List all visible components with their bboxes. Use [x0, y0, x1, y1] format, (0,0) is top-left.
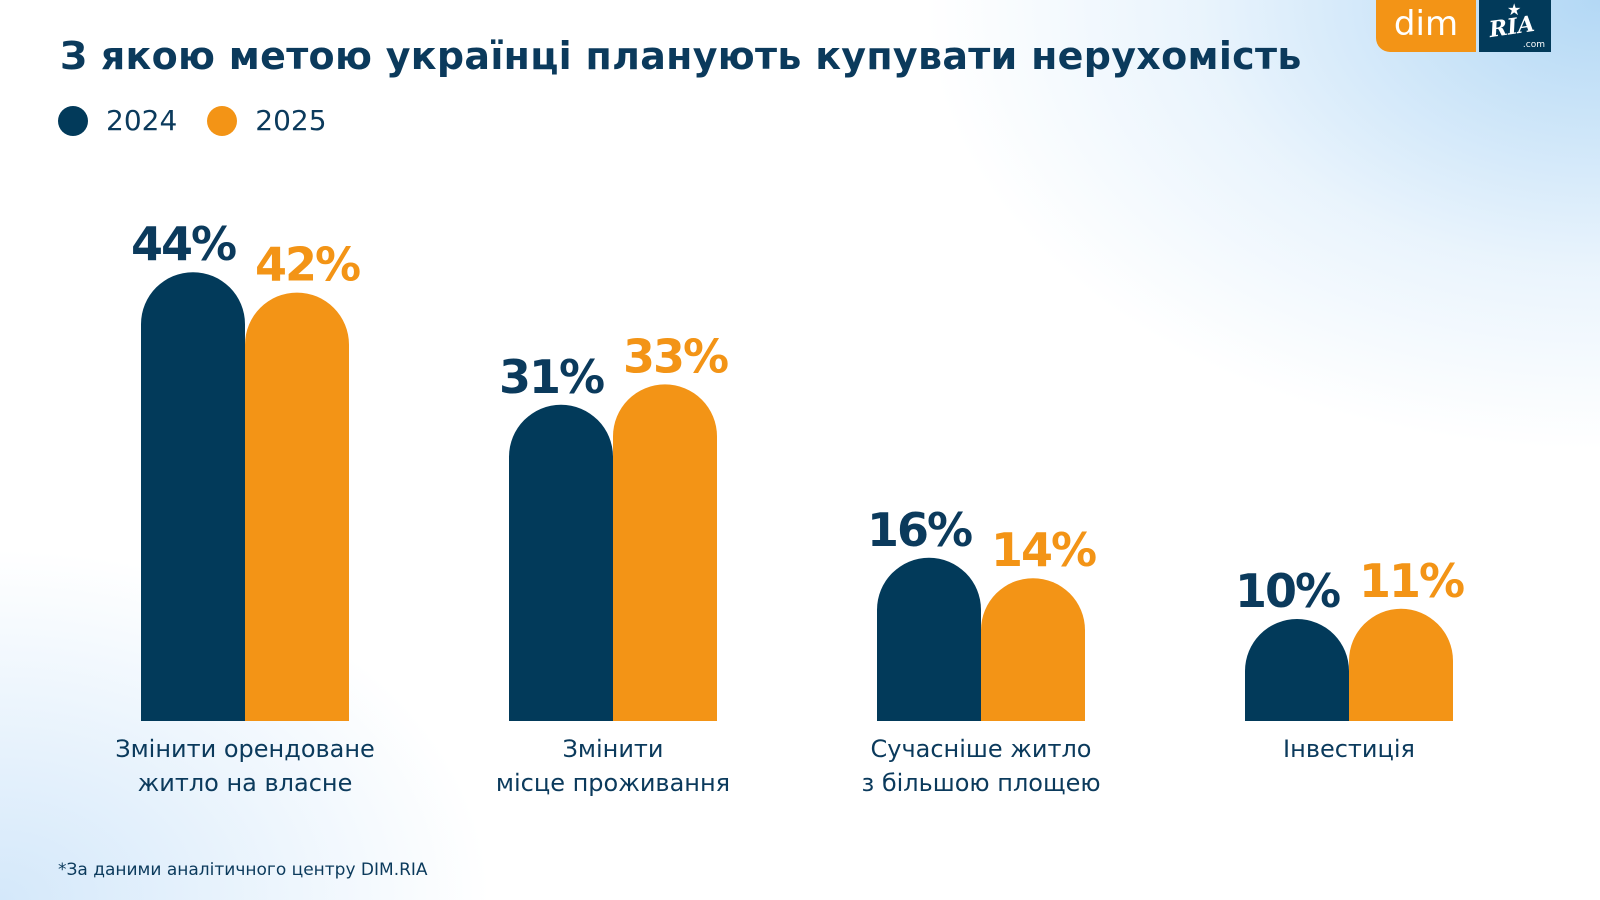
- legend-swatch-2025: [207, 105, 238, 136]
- legend-label-2024: 2024: [106, 104, 178, 137]
- logo-dim: dim: [1376, 0, 1476, 52]
- legend: 2024 2025: [58, 104, 327, 137]
- chart-title: З якою метою українці планують купувати …: [60, 34, 1302, 78]
- bar-2024-1: [509, 404, 613, 721]
- bar-2025-1: [613, 384, 717, 721]
- data-label-2025-2: 14%: [991, 523, 1096, 577]
- data-label-2024-1: 31%: [499, 350, 604, 404]
- bar-2025-0: [245, 292, 349, 721]
- bar-2024-3: [1245, 619, 1349, 721]
- data-label-2024-2: 16%: [867, 503, 972, 557]
- category-label-2-1: з більшою площею: [861, 769, 1100, 797]
- star-icon: ★: [1507, 0, 1522, 19]
- category-label-0-1: житло на власне: [138, 769, 353, 797]
- bar-2025-3: [1349, 608, 1453, 721]
- logo-ria-suffix: .com: [1522, 40, 1545, 50]
- legend-swatch-2024: [58, 105, 88, 136]
- bar-2024-2: [877, 557, 981, 721]
- dim-ria-logo: dim ★ RIA .com: [1376, 0, 1551, 52]
- data-label-2024-0: 44%: [131, 217, 236, 271]
- data-label-2025-0: 42%: [255, 238, 360, 292]
- legend-label-2025: 2025: [255, 104, 327, 137]
- logo-ria: ★ RIA .com: [1479, 0, 1551, 52]
- data-label-2024-3: 10%: [1235, 564, 1340, 618]
- footnote: *За даними аналітичного центру DIM.RIA: [58, 860, 428, 880]
- bar-2025-2: [981, 578, 1085, 721]
- data-label-2025-1: 33%: [623, 329, 728, 383]
- category-label-2-0: Сучасніше житло: [871, 735, 1092, 763]
- category-label-1-1: місце проживання: [496, 769, 730, 797]
- data-label-2025-3: 11%: [1359, 554, 1464, 608]
- legend-item-2025: 2025: [207, 104, 327, 137]
- category-label-1-0: Змінити: [562, 735, 663, 763]
- bar-2024-0: [141, 272, 245, 721]
- category-label-0-0: Змінити орендоване: [115, 735, 375, 763]
- category-label-3-0: Інвестиція: [1283, 735, 1415, 763]
- legend-item-2024: 2024: [58, 104, 177, 137]
